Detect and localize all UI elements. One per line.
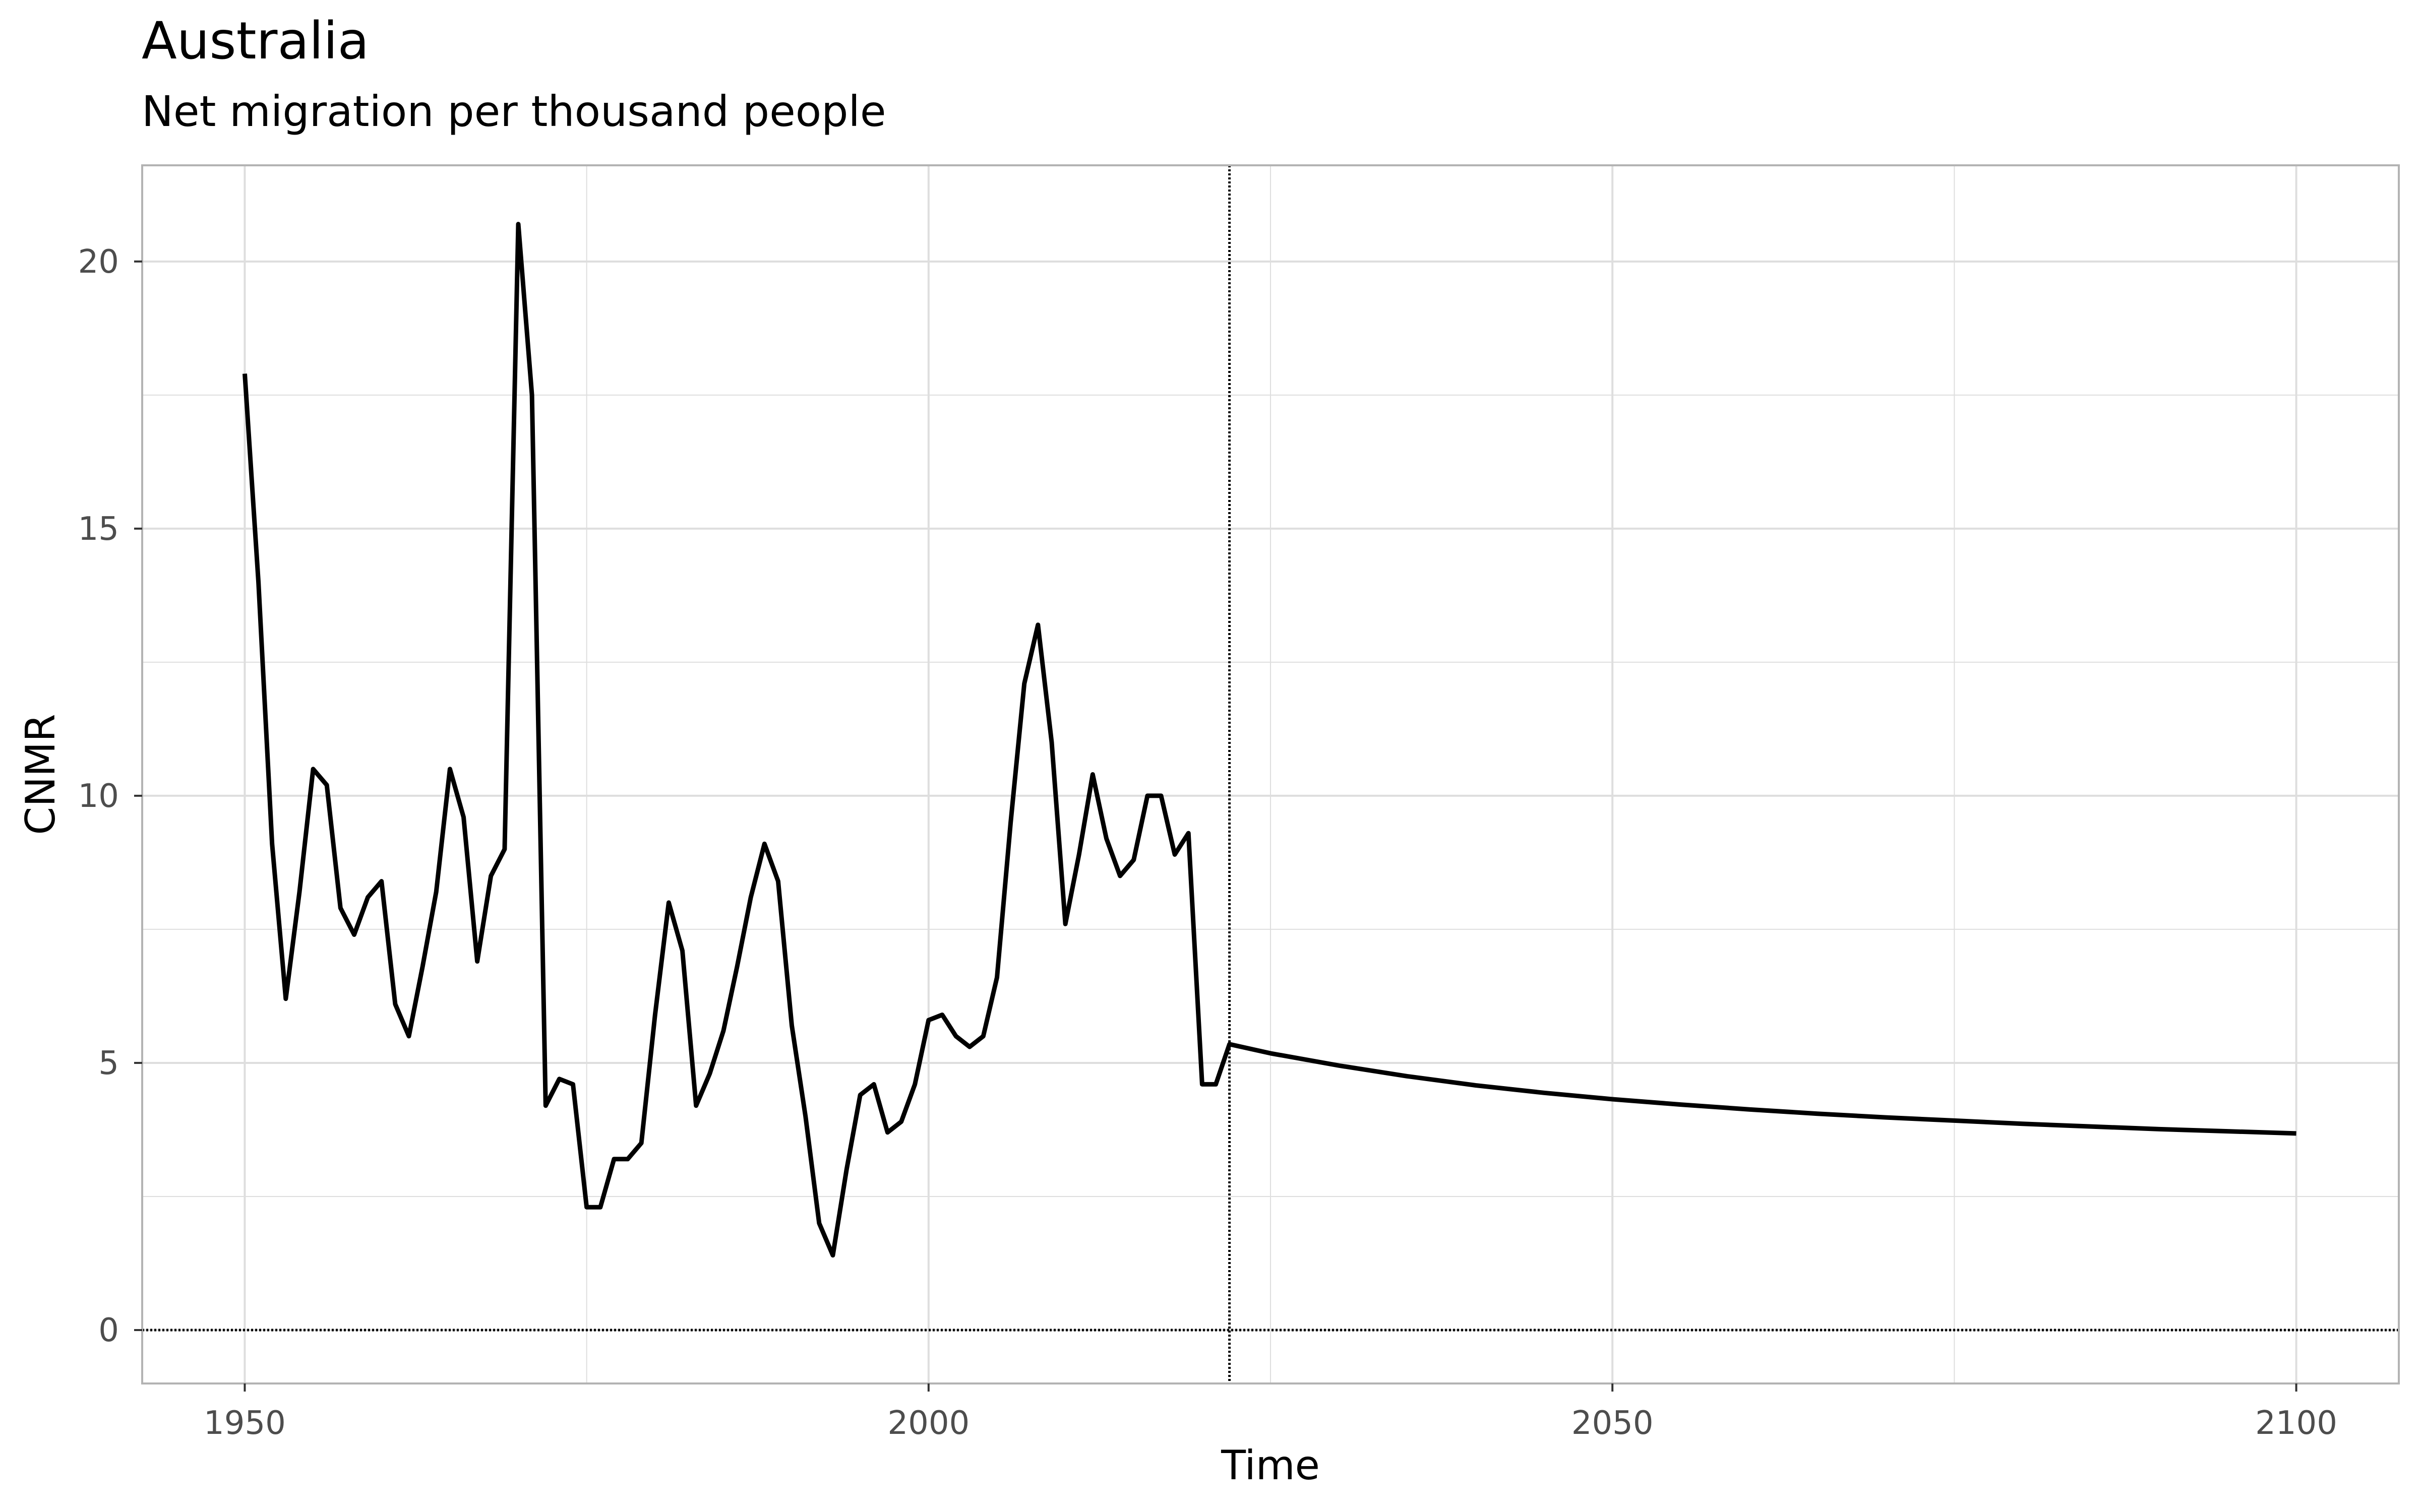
y-tick-label: 0 bbox=[98, 1312, 119, 1349]
series-layer bbox=[243, 222, 2296, 1258]
x-tick-label: 2000 bbox=[887, 1405, 970, 1442]
y-tick-label: 5 bbox=[98, 1045, 119, 1082]
series-line bbox=[243, 222, 2296, 1258]
x-tick-label: 2100 bbox=[2255, 1405, 2337, 1442]
panel-border bbox=[141, 164, 2400, 1384]
reference-lines bbox=[142, 165, 2399, 1383]
x-tick-label: 2050 bbox=[1571, 1405, 1654, 1442]
y-tick-label: 15 bbox=[78, 511, 119, 548]
chart-subtitle: Net migration per thousand people bbox=[142, 87, 886, 136]
y-axis-ticks: 0 5 10 15 20 bbox=[78, 243, 142, 1349]
y-tick-label: 10 bbox=[78, 778, 119, 815]
x-axis-title: Time bbox=[1221, 1442, 1320, 1489]
y-tick-label: 20 bbox=[78, 243, 119, 281]
grid-layer bbox=[142, 165, 2399, 1383]
x-axis-ticks: 1950 2000 2050 2100 bbox=[204, 1383, 2337, 1442]
y-axis-title: CNMR bbox=[17, 714, 64, 835]
x-tick-label: 1950 bbox=[204, 1405, 286, 1442]
chart-title: Australia bbox=[142, 11, 370, 71]
